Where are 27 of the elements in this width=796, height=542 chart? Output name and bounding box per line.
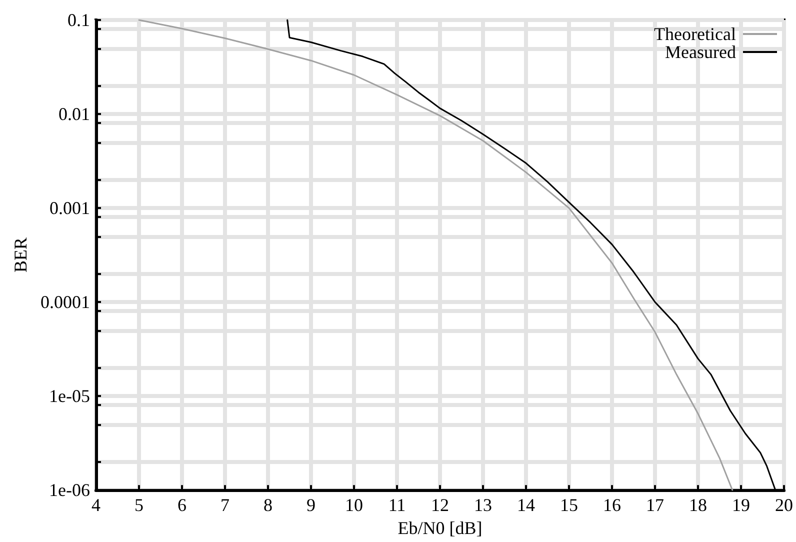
x-tick-label: 4 [92, 495, 100, 516]
y-tick-label: 0.01 [58, 104, 90, 124]
x-tick-label: 10 [345, 495, 363, 516]
y-axis-title: BER [10, 238, 31, 273]
y-tick-label: 1e-06 [49, 480, 90, 500]
x-tick-label: 15 [560, 495, 578, 516]
y-tick-label: 0.0001 [40, 292, 90, 312]
x-axis-title: Eb/N0 [dB] [398, 518, 482, 538]
legend-label: Theoretical [654, 24, 736, 44]
x-tick-label: 6 [178, 495, 186, 516]
legend-label: Measured [665, 42, 736, 62]
x-tick-label: 7 [220, 495, 230, 516]
x-tick-label: 13 [474, 495, 492, 516]
x-tick-label: 19 [732, 495, 750, 516]
x-tick-label: 5 [134, 495, 144, 516]
y-tick-label: 1e-05 [49, 386, 90, 406]
x-tick-label: 12 [431, 495, 449, 516]
x-tick-label: 9 [306, 495, 316, 516]
x-tick-label: 11 [388, 495, 406, 516]
x-tick-label: 14 [517, 495, 535, 516]
x-tick-label: 8 [264, 495, 272, 516]
x-tick-label: 20 [775, 495, 793, 516]
x-tick-label: 16 [603, 495, 621, 516]
x-tick-label: 17 [646, 495, 664, 516]
y-tick-label: 0.1 [68, 10, 90, 30]
x-tick-label: 18 [689, 495, 707, 516]
y-tick-label: 0.001 [50, 198, 90, 218]
